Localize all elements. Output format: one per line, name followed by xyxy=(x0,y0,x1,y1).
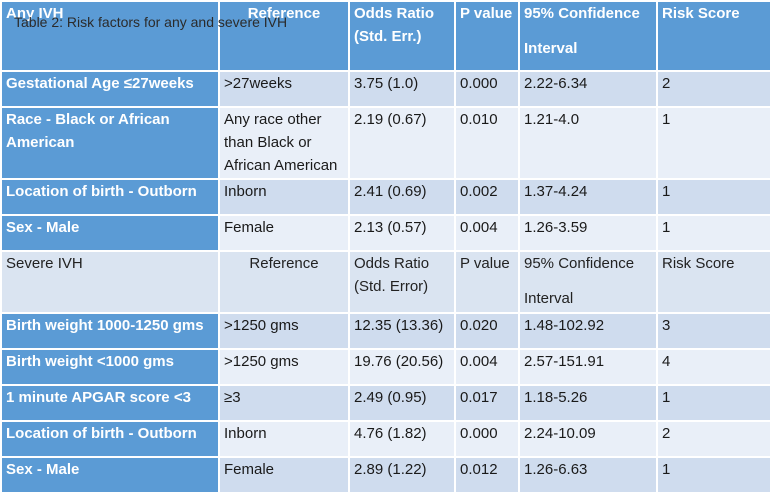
reference-cell: >1250 gms xyxy=(218,312,350,350)
subheader-odds-ratio-line1: Odds Ratio xyxy=(354,255,430,272)
odds-ratio-cell: 2.89 (1.22) xyxy=(348,456,456,494)
subheader-ci-line1: 95% Confidence xyxy=(524,255,635,272)
factor-cell: Sex - Male xyxy=(0,456,220,494)
header-odds-ratio: Odds Ratio (Std. Err.) xyxy=(348,0,456,72)
p-value-cell: 0.020 xyxy=(454,312,520,350)
reference-cell: Female xyxy=(218,456,350,494)
factor-cell: Location of birth - Outborn xyxy=(0,420,220,458)
risk-score-cell: 1 xyxy=(656,178,770,216)
table-row: Birth weight <1000 gms >1250 gms 19.76 (20… xyxy=(0,348,770,386)
odds-ratio-cell: 19.76 (20.56) xyxy=(348,348,456,386)
factor-cell: Sex - Male xyxy=(0,214,220,252)
risk-score-cell: 3 xyxy=(656,312,770,350)
subheader-odds-ratio-line2: (Std. Error) xyxy=(354,278,429,295)
risk-score-cell: 1 xyxy=(656,456,770,494)
header-ci-line2: Interval xyxy=(524,40,578,57)
reference-cell: Any race other than Black or African Ame… xyxy=(218,106,350,180)
table-row: 1 minute APGAR score <3 ≥3 2.49 (0.95) 0.01… xyxy=(0,384,770,422)
subheader-severe-ivh: Severe IVH xyxy=(0,250,220,314)
subheader-risk-score: Risk Score xyxy=(656,250,770,314)
factor-cell: Birth weight 1000-1250 gms xyxy=(0,312,220,350)
header-reference: Reference xyxy=(218,0,350,72)
subheader-reference: Reference xyxy=(218,250,350,314)
table-row: Sex - Male Female 2.89 (1.22) 0.012 1.26-6.6… xyxy=(0,456,770,494)
risk-score-cell: 4 xyxy=(656,348,770,386)
header-row: Any IVH Reference Odds Ratio (Std. Err.) … xyxy=(0,0,770,72)
reference-cell: >1250 gms xyxy=(218,348,350,386)
header-odds-ratio-line2: (Std. Err.) xyxy=(354,28,422,45)
reference-cell: ≥3 xyxy=(218,384,350,422)
ci-cell: 1.26-3.59 xyxy=(518,214,658,252)
risk-score-cell: 1 xyxy=(656,106,770,180)
factor-cell: Race - Black or African American xyxy=(0,106,220,180)
subheader-ci-line2: Interval xyxy=(524,290,574,307)
p-value-cell: 0.000 xyxy=(454,420,520,458)
ci-cell: 1.48-102.92 xyxy=(518,312,658,350)
factor-cell: Location of birth - Outborn xyxy=(0,178,220,216)
risk-score-cell: 1 xyxy=(656,384,770,422)
p-value-cell: 0.017 xyxy=(454,384,520,422)
ci-cell: 1.21-4.0 xyxy=(518,106,658,180)
odds-ratio-cell: 3.75 (1.0) xyxy=(348,70,456,108)
p-value-cell: 0.010 xyxy=(454,106,520,180)
p-value-cell: 0.004 xyxy=(454,214,520,252)
header-any-ivh: Any IVH xyxy=(0,0,220,72)
table-row: Location of birth - Outborn Inborn 4.76 (1… xyxy=(0,420,770,458)
ci-cell: 2.57-151.91 xyxy=(518,348,658,386)
p-value-cell: 0.004 xyxy=(454,348,520,386)
header-confidence-interval: 95% Confidence Interval xyxy=(518,0,658,72)
odds-ratio-cell: 2.49 (0.95) xyxy=(348,384,456,422)
ci-cell: 1.37-4.24 xyxy=(518,178,658,216)
risk-score-cell: 1 xyxy=(656,214,770,252)
reference-cell: Inborn xyxy=(218,178,350,216)
subheader-row: Severe IVH Reference Odds Ratio (Std. Error… xyxy=(0,250,770,314)
reference-cell: >27weeks xyxy=(218,70,350,108)
p-value-cell: 0.000 xyxy=(454,70,520,108)
reference-cell: Female xyxy=(218,214,350,252)
odds-ratio-cell: 2.41 (0.69) xyxy=(348,178,456,216)
table-row: Sex - Male Female 2.13 (0.57) 0.004 1.26-3.5… xyxy=(0,214,770,252)
header-risk-score: Risk Score xyxy=(656,0,770,72)
odds-ratio-cell: 12.35 (13.36) xyxy=(348,312,456,350)
p-value-cell: 0.012 xyxy=(454,456,520,494)
table-row: Birth weight 1000-1250 gms >1250 gms 12.35… xyxy=(0,312,770,350)
ci-cell: 2.24-10.09 xyxy=(518,420,658,458)
factor-cell: Birth weight <1000 gms xyxy=(0,348,220,386)
table-caption: Table 2: Risk factors for any and severe… xyxy=(14,14,288,30)
subheader-odds-ratio: Odds Ratio (Std. Error) xyxy=(348,250,456,314)
risk-score-cell: 2 xyxy=(656,70,770,108)
table-row: Race - Black or African American Any race… xyxy=(0,106,770,180)
subheader-p-value: P value xyxy=(454,250,520,314)
header-ci-line1: 95% Confidence xyxy=(524,5,640,22)
odds-ratio-cell: 2.13 (0.57) xyxy=(348,214,456,252)
factor-cell: 1 minute APGAR score <3 xyxy=(0,384,220,422)
table-row: Location of birth - Outborn Inborn 2.41 (0… xyxy=(0,178,770,216)
p-value-cell: 0.002 xyxy=(454,178,520,216)
factor-cell: Gestational Age ≤27weeks xyxy=(0,70,220,108)
header-any-ivh-label: Any IVH xyxy=(6,5,64,22)
odds-ratio-cell: 2.19 (0.67) xyxy=(348,106,456,180)
header-odds-ratio-line1: Odds Ratio xyxy=(354,5,435,22)
ci-cell: 1.18-5.26 xyxy=(518,384,658,422)
reference-cell: Inborn xyxy=(218,420,350,458)
risk-score-cell: 2 xyxy=(656,420,770,458)
odds-ratio-cell: 4.76 (1.82) xyxy=(348,420,456,458)
ci-cell: 2.22-6.34 xyxy=(518,70,658,108)
ci-cell: 1.26-6.63 xyxy=(518,456,658,494)
table-row: Gestational Age ≤27weeks >27weeks 3.75 (1.… xyxy=(0,70,770,108)
subheader-confidence-interval: 95% Confidence Interval xyxy=(518,250,658,314)
header-p-value: P value xyxy=(454,0,520,72)
